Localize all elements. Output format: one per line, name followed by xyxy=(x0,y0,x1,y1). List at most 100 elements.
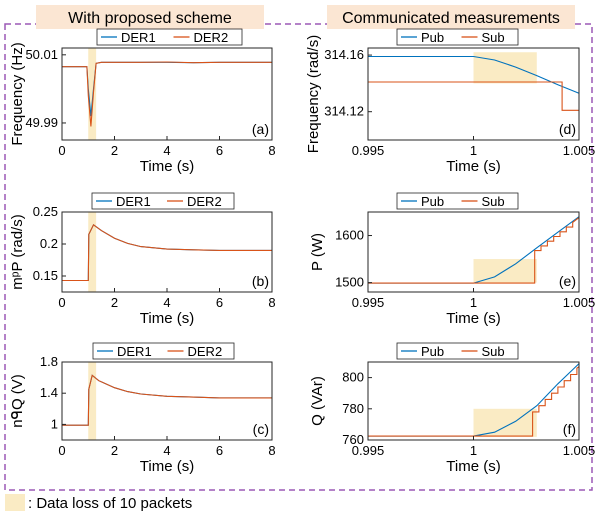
series-line-der2 xyxy=(62,374,272,426)
y-tick-label: 50.01 xyxy=(25,47,58,62)
y-tick-label: 780 xyxy=(342,401,364,416)
chart-a: 0 2 4 6 8 49.99 50.01 Time (s) Frequency (Hz) (a)… xyxy=(9,28,276,175)
left-header-bg xyxy=(36,5,264,29)
x-tick-label: 1.005 xyxy=(563,295,596,310)
x-tick-label: 2 xyxy=(111,143,118,158)
x-tick-label: 1.005 xyxy=(563,443,596,458)
x-tick-label: 6 xyxy=(216,143,223,158)
y-axis-label: Q (VAr) xyxy=(309,376,326,426)
x-axis-label: Time (s) xyxy=(140,158,194,175)
legend-label-pub: Pub xyxy=(421,344,444,359)
x-axis-label: Time (s) xyxy=(140,310,194,327)
data-loss-region xyxy=(88,212,97,292)
legend-label-der2: DER2 xyxy=(187,194,222,209)
panel-label: (f) xyxy=(563,421,576,437)
panel-label: (a) xyxy=(252,121,269,137)
right-header-bg xyxy=(327,5,575,29)
y-tick-label: 49.99 xyxy=(25,115,58,130)
x-tick-label: 2 xyxy=(111,443,118,458)
legend-label-sub: Sub xyxy=(482,344,505,359)
legend-box xyxy=(396,192,519,210)
series-line-sub xyxy=(368,217,580,284)
legend-label-pub: Pub xyxy=(421,194,444,209)
x-tick-label: 8 xyxy=(268,295,275,310)
series-line-der2 xyxy=(62,223,272,282)
y-tick-label: 1.4 xyxy=(40,385,58,400)
legend-label-der1: DER1 xyxy=(116,194,151,209)
y-axis-label: P (W) xyxy=(309,233,326,271)
y-tick-label: 1600 xyxy=(335,228,364,243)
footer-text: : Data loss of 10 packets xyxy=(28,495,192,512)
chart-b: 0 2 4 6 8 0.15 0.2 0.25 Time (s) mᵖP (rad/s) (b) DE… xyxy=(9,192,276,327)
left-header: With proposed scheme xyxy=(68,10,232,27)
y-axis-label: Frequency (rad/s) xyxy=(305,35,322,153)
legend-label-der2: DER2 xyxy=(194,30,229,45)
y-tick-label: 0.15 xyxy=(33,268,58,283)
y-tick-label: 800 xyxy=(342,370,364,385)
x-tick-label: 4 xyxy=(163,443,170,458)
x-axis-label: Time (s) xyxy=(446,458,500,475)
x-tick-label: 4 xyxy=(163,143,170,158)
x-axis-label: Time (s) xyxy=(446,310,500,327)
legend-label-sub: Sub xyxy=(482,30,505,45)
legend-box xyxy=(96,28,243,46)
x-tick-label: 6 xyxy=(216,443,223,458)
x-tick-label: 2 xyxy=(111,295,118,310)
x-tick-label: 1.005 xyxy=(563,143,596,158)
x-tick-label: 0.995 xyxy=(352,143,385,158)
y-tick-label: 1 xyxy=(51,416,58,431)
x-tick-label: 0 xyxy=(58,295,65,310)
y-tick-label: 760 xyxy=(342,432,364,447)
data-loss-region xyxy=(88,362,97,440)
panel-label: (e) xyxy=(559,273,576,289)
x-tick-label: 0 xyxy=(58,443,65,458)
x-tick-label: 1 xyxy=(470,443,477,458)
legend-label-der1: DER1 xyxy=(121,30,156,45)
y-axis-label: nᑫQ (V) xyxy=(9,374,26,428)
chart-f: 0.995 1 1.005 760 780 800 Time (s) Q (VAr) (f) Pu… xyxy=(309,342,596,475)
y-tick-label: 1.8 xyxy=(40,354,58,369)
series-line-sub xyxy=(368,81,579,111)
legend-box xyxy=(396,28,519,46)
y-axis-label: mᵖP (rad/s) xyxy=(9,214,26,289)
x-tick-label: 0.995 xyxy=(352,295,385,310)
y-axis-label: Frequency (Hz) xyxy=(9,42,26,145)
x-tick-label: 6 xyxy=(216,295,223,310)
x-tick-label: 4 xyxy=(163,295,170,310)
x-tick-label: 8 xyxy=(268,443,275,458)
panel-label: (d) xyxy=(559,121,576,137)
data-loss-swatch xyxy=(5,494,25,511)
chart-d: 0.995 1 1.005 314.12 314.16 Time (s) Frequency… xyxy=(305,28,596,175)
legend-box xyxy=(92,342,235,360)
x-tick-label: 0.995 xyxy=(352,443,385,458)
legend-label-der1: DER1 xyxy=(117,344,152,359)
legend-label-der2: DER2 xyxy=(188,344,223,359)
x-tick-label: 1 xyxy=(470,295,477,310)
y-tick-label: 314.16 xyxy=(324,47,364,62)
x-axis-label: Time (s) xyxy=(140,458,194,475)
legend-box xyxy=(396,342,519,360)
data-loss-region xyxy=(88,48,97,140)
figure-frame xyxy=(4,23,593,491)
x-axis-label: Time (s) xyxy=(446,158,500,175)
y-tick-label: 0.2 xyxy=(40,236,58,251)
legend-label-pub: Pub xyxy=(421,30,444,45)
series-line-der2 xyxy=(62,61,272,127)
data-loss-region xyxy=(473,52,537,84)
legend-box xyxy=(91,192,235,210)
series-line-pub xyxy=(368,55,580,94)
x-tick-label: 0 xyxy=(58,143,65,158)
panel-label: (b) xyxy=(252,273,269,289)
x-tick-label: 8 xyxy=(268,143,275,158)
y-tick-label: 0.25 xyxy=(33,204,58,219)
chart-e: 0.995 1 1.005 1500 1600 Time (s) P (W) (e) Pub Su… xyxy=(309,192,596,327)
x-tick-label: 1 xyxy=(470,143,477,158)
y-tick-label: 1500 xyxy=(335,275,364,290)
chart-c: 0 2 4 6 8 1 1.4 1.8 Time (s) nᑫQ (V) (c) DER1 DER2 xyxy=(9,342,276,475)
series-line-sub xyxy=(368,366,580,437)
chart-panels: 0 2 4 6 8 49.99 50.01 Time (s) Frequency (Hz) (a)… xyxy=(9,28,596,475)
panel-label: (c) xyxy=(253,421,269,437)
legend-label-sub: Sub xyxy=(482,194,505,209)
y-tick-label: 314.12 xyxy=(324,104,364,119)
